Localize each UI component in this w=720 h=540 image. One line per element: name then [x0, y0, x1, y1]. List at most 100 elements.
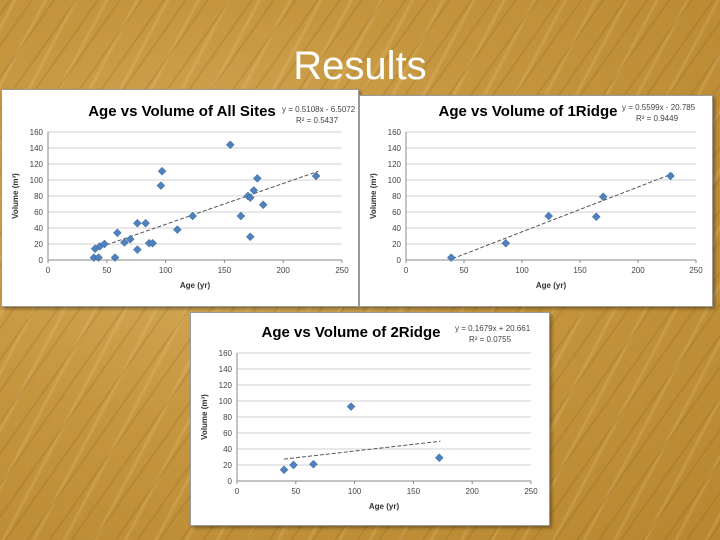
x-axis-label: Age (yr) — [369, 502, 400, 511]
trendline-equation: y = 0.5599x - 20.785 — [622, 103, 696, 112]
data-point — [249, 186, 259, 195]
data-point — [133, 218, 142, 228]
data-point — [666, 171, 675, 181]
y-tick-label: 40 — [392, 224, 401, 233]
data-point — [141, 218, 150, 228]
x-tick-label: 150 — [218, 266, 232, 275]
data-point — [252, 174, 262, 183]
data-point — [110, 253, 120, 262]
y-tick-label: 140 — [219, 365, 233, 374]
trendline — [94, 170, 319, 250]
x-axis-label: Age (yr) — [180, 281, 211, 290]
data-point — [311, 171, 321, 181]
y-tick-label: 60 — [34, 208, 43, 217]
x-tick-label: 50 — [102, 266, 111, 275]
data-point — [236, 211, 246, 221]
data-point — [309, 459, 318, 469]
trendline-equation: y = 0.5108x - 6.5072 — [282, 105, 356, 114]
y-tick-label: 120 — [219, 381, 233, 390]
data-point — [148, 238, 158, 248]
x-tick-label: 100 — [348, 487, 362, 496]
data-point — [289, 460, 298, 470]
data-point — [156, 181, 166, 190]
y-tick-label: 100 — [219, 397, 233, 406]
x-tick-label: 250 — [689, 266, 703, 275]
data-point — [133, 245, 142, 254]
y-tick-label: 80 — [223, 413, 232, 422]
chart-title: Age vs Volume of 2Ridge — [262, 324, 441, 341]
y-tick-label: 80 — [34, 192, 43, 201]
x-tick-label: 0 — [404, 266, 409, 275]
chart-2ridge: 0 20 40 60 80 100 120 140 160 0 50 100 150 200 250 Age … — [190, 312, 550, 526]
data-point — [591, 212, 601, 222]
x-tick-label: 200 — [277, 266, 291, 275]
y-tick-label: 20 — [34, 240, 43, 249]
y-tick-label: 80 — [392, 192, 401, 201]
data-point — [544, 211, 554, 221]
data-point — [94, 253, 103, 262]
x-tick-label: 250 — [335, 266, 349, 275]
x-tick-label: 250 — [524, 487, 538, 496]
x-tick-label: 200 — [631, 266, 645, 275]
trendline-equation: y = 0.1679x + 20.661 — [455, 324, 531, 333]
data-point — [245, 193, 255, 202]
y-tick-label: 160 — [219, 349, 233, 358]
y-tick-label: 140 — [30, 144, 44, 153]
y-tick-label: 20 — [392, 240, 401, 249]
data-point — [173, 225, 182, 234]
x-tick-label: 150 — [573, 266, 587, 275]
y-tick-label: 120 — [388, 160, 402, 169]
data-point — [100, 239, 109, 249]
x-tick-label: 100 — [159, 266, 173, 275]
x-tick-label: 150 — [407, 487, 421, 496]
data-point — [598, 192, 608, 202]
data-point — [120, 238, 129, 247]
data-point — [113, 228, 122, 238]
y-axis-label: Volume (m³) — [369, 173, 378, 219]
x-tick-label: 100 — [515, 266, 529, 275]
data-point — [188, 211, 198, 221]
x-axis-label: Age (yr) — [536, 281, 567, 290]
y-tick-label: 20 — [223, 461, 232, 470]
y-tick-label: 0 — [39, 256, 44, 265]
chart-title: Age vs Volume of All Sites — [88, 103, 276, 120]
y-tick-label: 40 — [34, 224, 43, 233]
chart-2ridge-svg: 0 20 40 60 80 100 120 140 160 0 50 100 150 200 250 Age … — [200, 324, 538, 511]
y-tick-label: 0 — [228, 477, 233, 486]
chart-title: Age vs Volume of 1Ridge — [439, 103, 618, 120]
data-point — [279, 465, 289, 475]
y-tick-label: 160 — [388, 128, 402, 137]
y-axis-label: Volume (m³) — [11, 173, 20, 219]
data-point — [501, 238, 511, 248]
data-point — [434, 453, 444, 463]
data-point — [157, 166, 167, 176]
trendline — [283, 440, 441, 460]
r-squared-label: R² = 0.9449 — [636, 114, 679, 123]
data-point — [258, 200, 268, 210]
y-tick-label: 60 — [392, 208, 401, 217]
x-tick-label: 50 — [291, 487, 300, 496]
chart-1ridge-svg: 0 20 40 60 80 100 120 140 160 0 50 100 150 200 250 Age … — [369, 103, 703, 290]
slide-title: Results — [293, 44, 427, 88]
x-tick-label: 0 — [235, 487, 240, 496]
y-tick-label: 60 — [223, 429, 232, 438]
x-tick-label: 200 — [466, 487, 480, 496]
x-tick-label: 0 — [46, 266, 51, 275]
r-squared-label: R² = 0.5437 — [296, 116, 339, 125]
data-point — [245, 232, 255, 242]
data-point — [125, 234, 135, 244]
x-tick-label: 50 — [460, 266, 469, 275]
data-point — [346, 402, 356, 411]
chart-1ridge: 0 20 40 60 80 100 120 140 160 0 50 100 150 200 250 Age … — [359, 95, 713, 307]
chart-all-sites: 0 20 40 60 80 100 120 140 160 0 50 100 150 200 250 Age … — [1, 89, 359, 307]
y-tick-label: 140 — [388, 144, 402, 153]
y-tick-label: 100 — [388, 176, 402, 185]
y-axis-label: Volume (m³) — [200, 394, 209, 440]
y-tick-label: 0 — [397, 256, 402, 265]
data-point — [446, 253, 456, 262]
y-tick-label: 120 — [30, 160, 44, 169]
y-tick-label: 40 — [223, 445, 232, 454]
y-tick-label: 100 — [30, 176, 44, 185]
chart-all-sites-svg: 0 20 40 60 80 100 120 140 160 0 50 100 150 200 250 Age … — [11, 103, 356, 290]
y-tick-label: 160 — [30, 128, 44, 137]
